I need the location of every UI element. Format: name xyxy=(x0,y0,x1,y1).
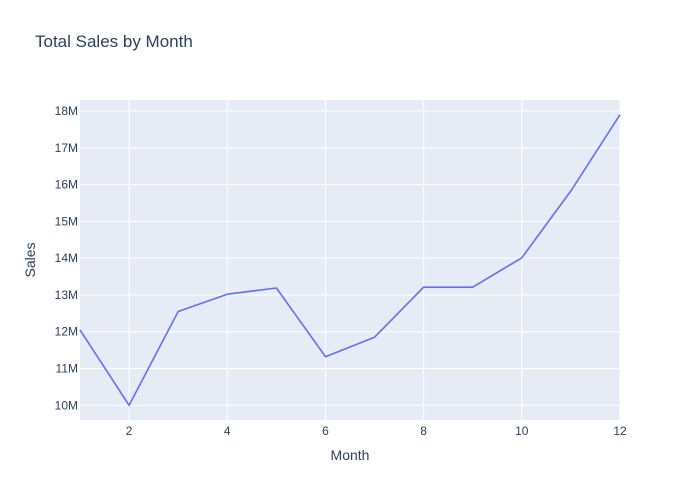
data-point xyxy=(176,309,180,313)
grid-lines xyxy=(80,100,621,420)
x-axis-ticks: 2 4 6 8 10 12 xyxy=(126,424,627,438)
series-layer xyxy=(78,113,622,407)
data-point xyxy=(323,355,327,359)
y-tick-label: 12M xyxy=(55,325,78,339)
data-point xyxy=(373,335,377,339)
y-tick-label: 16M xyxy=(55,178,78,192)
data-point xyxy=(471,285,475,289)
x-tick-label: 12 xyxy=(613,424,627,438)
data-point xyxy=(618,113,622,117)
data-point xyxy=(78,328,82,332)
y-tick-label: 14M xyxy=(55,251,78,265)
y-tick-label: 11M xyxy=(56,362,78,376)
data-point xyxy=(225,292,229,296)
y-axis-title: Sales xyxy=(22,242,38,277)
x-tick-label: 6 xyxy=(322,424,329,438)
y-tick-label: 10M xyxy=(55,398,78,412)
y-tick-label: 15M xyxy=(55,214,78,228)
data-point xyxy=(274,286,278,290)
plot-area xyxy=(80,100,620,420)
data-point xyxy=(127,403,131,407)
series-line xyxy=(79,114,621,407)
x-axis-title: Month xyxy=(331,447,370,463)
data-point xyxy=(520,256,524,260)
y-tick-label: 18M xyxy=(55,104,78,118)
x-tick-label: 4 xyxy=(224,424,231,438)
x-tick-label: 2 xyxy=(126,424,133,438)
chart-title: Total Sales by Month xyxy=(35,32,193,51)
y-tick-label: 13M xyxy=(55,288,78,302)
y-axis-ticks: 10M 11M 12M 13M 14M 15M 16M 17M 18M xyxy=(55,104,78,412)
x-tick-label: 8 xyxy=(420,424,427,438)
data-point xyxy=(569,189,573,193)
y-tick-label: 17M xyxy=(55,141,78,155)
data-point xyxy=(422,285,426,289)
x-tick-label: 10 xyxy=(515,424,529,438)
